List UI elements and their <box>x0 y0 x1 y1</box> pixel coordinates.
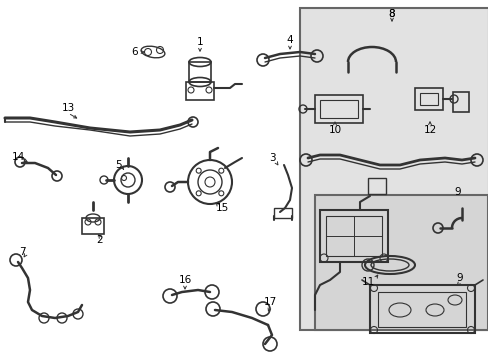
Bar <box>377 292 465 327</box>
Bar <box>185 82 214 100</box>
Bar <box>414 88 442 110</box>
Text: 17: 17 <box>263 297 276 307</box>
Text: 14: 14 <box>11 152 24 162</box>
Text: 15: 15 <box>215 203 228 213</box>
Text: 6: 6 <box>131 47 138 57</box>
Bar <box>314 95 362 123</box>
Bar <box>82 218 104 234</box>
Bar <box>452 92 468 112</box>
Bar <box>419 93 437 105</box>
Bar <box>314 195 487 330</box>
Text: 9: 9 <box>454 187 460 197</box>
Text: 9: 9 <box>456 273 462 283</box>
Text: 2: 2 <box>97 235 103 245</box>
Bar <box>319 210 387 262</box>
Bar <box>189 62 210 82</box>
Text: 3: 3 <box>268 153 275 163</box>
Bar <box>299 8 488 330</box>
Bar <box>319 100 357 118</box>
Bar <box>369 285 474 333</box>
Text: 11: 11 <box>361 277 374 287</box>
Text: 7: 7 <box>19 247 25 257</box>
Text: 16: 16 <box>178 275 191 285</box>
Bar <box>367 178 385 194</box>
Text: 1: 1 <box>196 37 203 47</box>
Text: 13: 13 <box>61 103 75 113</box>
Text: 10: 10 <box>328 125 341 135</box>
Text: 12: 12 <box>423 125 436 135</box>
Bar <box>325 216 381 256</box>
Text: 8: 8 <box>388 9 394 19</box>
Text: 8: 8 <box>388 9 394 19</box>
Text: 4: 4 <box>286 35 293 45</box>
Bar <box>273 208 291 218</box>
Text: 5: 5 <box>115 160 121 170</box>
